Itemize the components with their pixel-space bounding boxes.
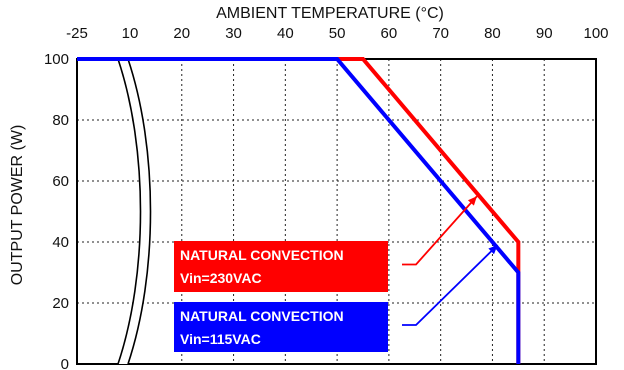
series-layer xyxy=(77,57,521,364)
annotation-box-115vac xyxy=(174,302,388,352)
annotation-line-1: NATURAL CONVECTION xyxy=(180,308,344,324)
annotation-line-1: NATURAL CONVECTION xyxy=(180,247,344,263)
annotation-box-230vac xyxy=(174,241,388,292)
y-axis-title: OUTPUT POWER (W) xyxy=(9,125,26,286)
y-tick-label: 100 xyxy=(44,51,69,68)
x-tick-label: 90 xyxy=(536,25,553,42)
annotation-line-2: Vin=115VAC xyxy=(180,331,261,347)
x-tick-label: 40 xyxy=(277,25,294,42)
annotations: NATURAL CONVECTION Vin=230VAC NATURAL CONV… xyxy=(174,195,499,352)
x-tick-label: -25 xyxy=(66,25,88,42)
axis-break-line xyxy=(127,58,152,365)
x-tick-label: 80 xyxy=(484,25,501,42)
axis-break-line xyxy=(117,58,142,365)
callout-arrowhead xyxy=(467,196,477,206)
x-tick-label: 70 xyxy=(432,25,449,42)
x-axis-title: AMBIENT TEMPERATURE (°C) xyxy=(216,5,444,22)
tick-labels: -25 10 20 30 40 50 60 70 80 90 100 0 20 40 60 80 100 xyxy=(44,25,609,370)
callout-line xyxy=(402,195,478,266)
callout-arrowhead xyxy=(488,245,498,255)
y-tick-label: 80 xyxy=(52,112,69,129)
x-tick-label: 50 xyxy=(329,25,346,42)
x-tick-label: 60 xyxy=(381,25,398,42)
x-tick-label: 10 xyxy=(122,25,139,42)
y-tick-label: 0 xyxy=(61,356,69,370)
x-tick-label: 30 xyxy=(225,25,242,42)
annotation-line-2: Vin=230VAC xyxy=(180,270,262,286)
y-tick-label: 60 xyxy=(52,173,69,190)
y-tick-label: 40 xyxy=(52,234,69,251)
axis-break-fill xyxy=(118,59,151,364)
x-tick-label: 100 xyxy=(583,25,608,42)
grid xyxy=(77,59,596,364)
x-tick-label: 20 xyxy=(173,25,190,42)
callout-line xyxy=(402,244,499,326)
y-tick-label: 20 xyxy=(52,295,69,312)
series-line-115vac xyxy=(77,57,521,364)
